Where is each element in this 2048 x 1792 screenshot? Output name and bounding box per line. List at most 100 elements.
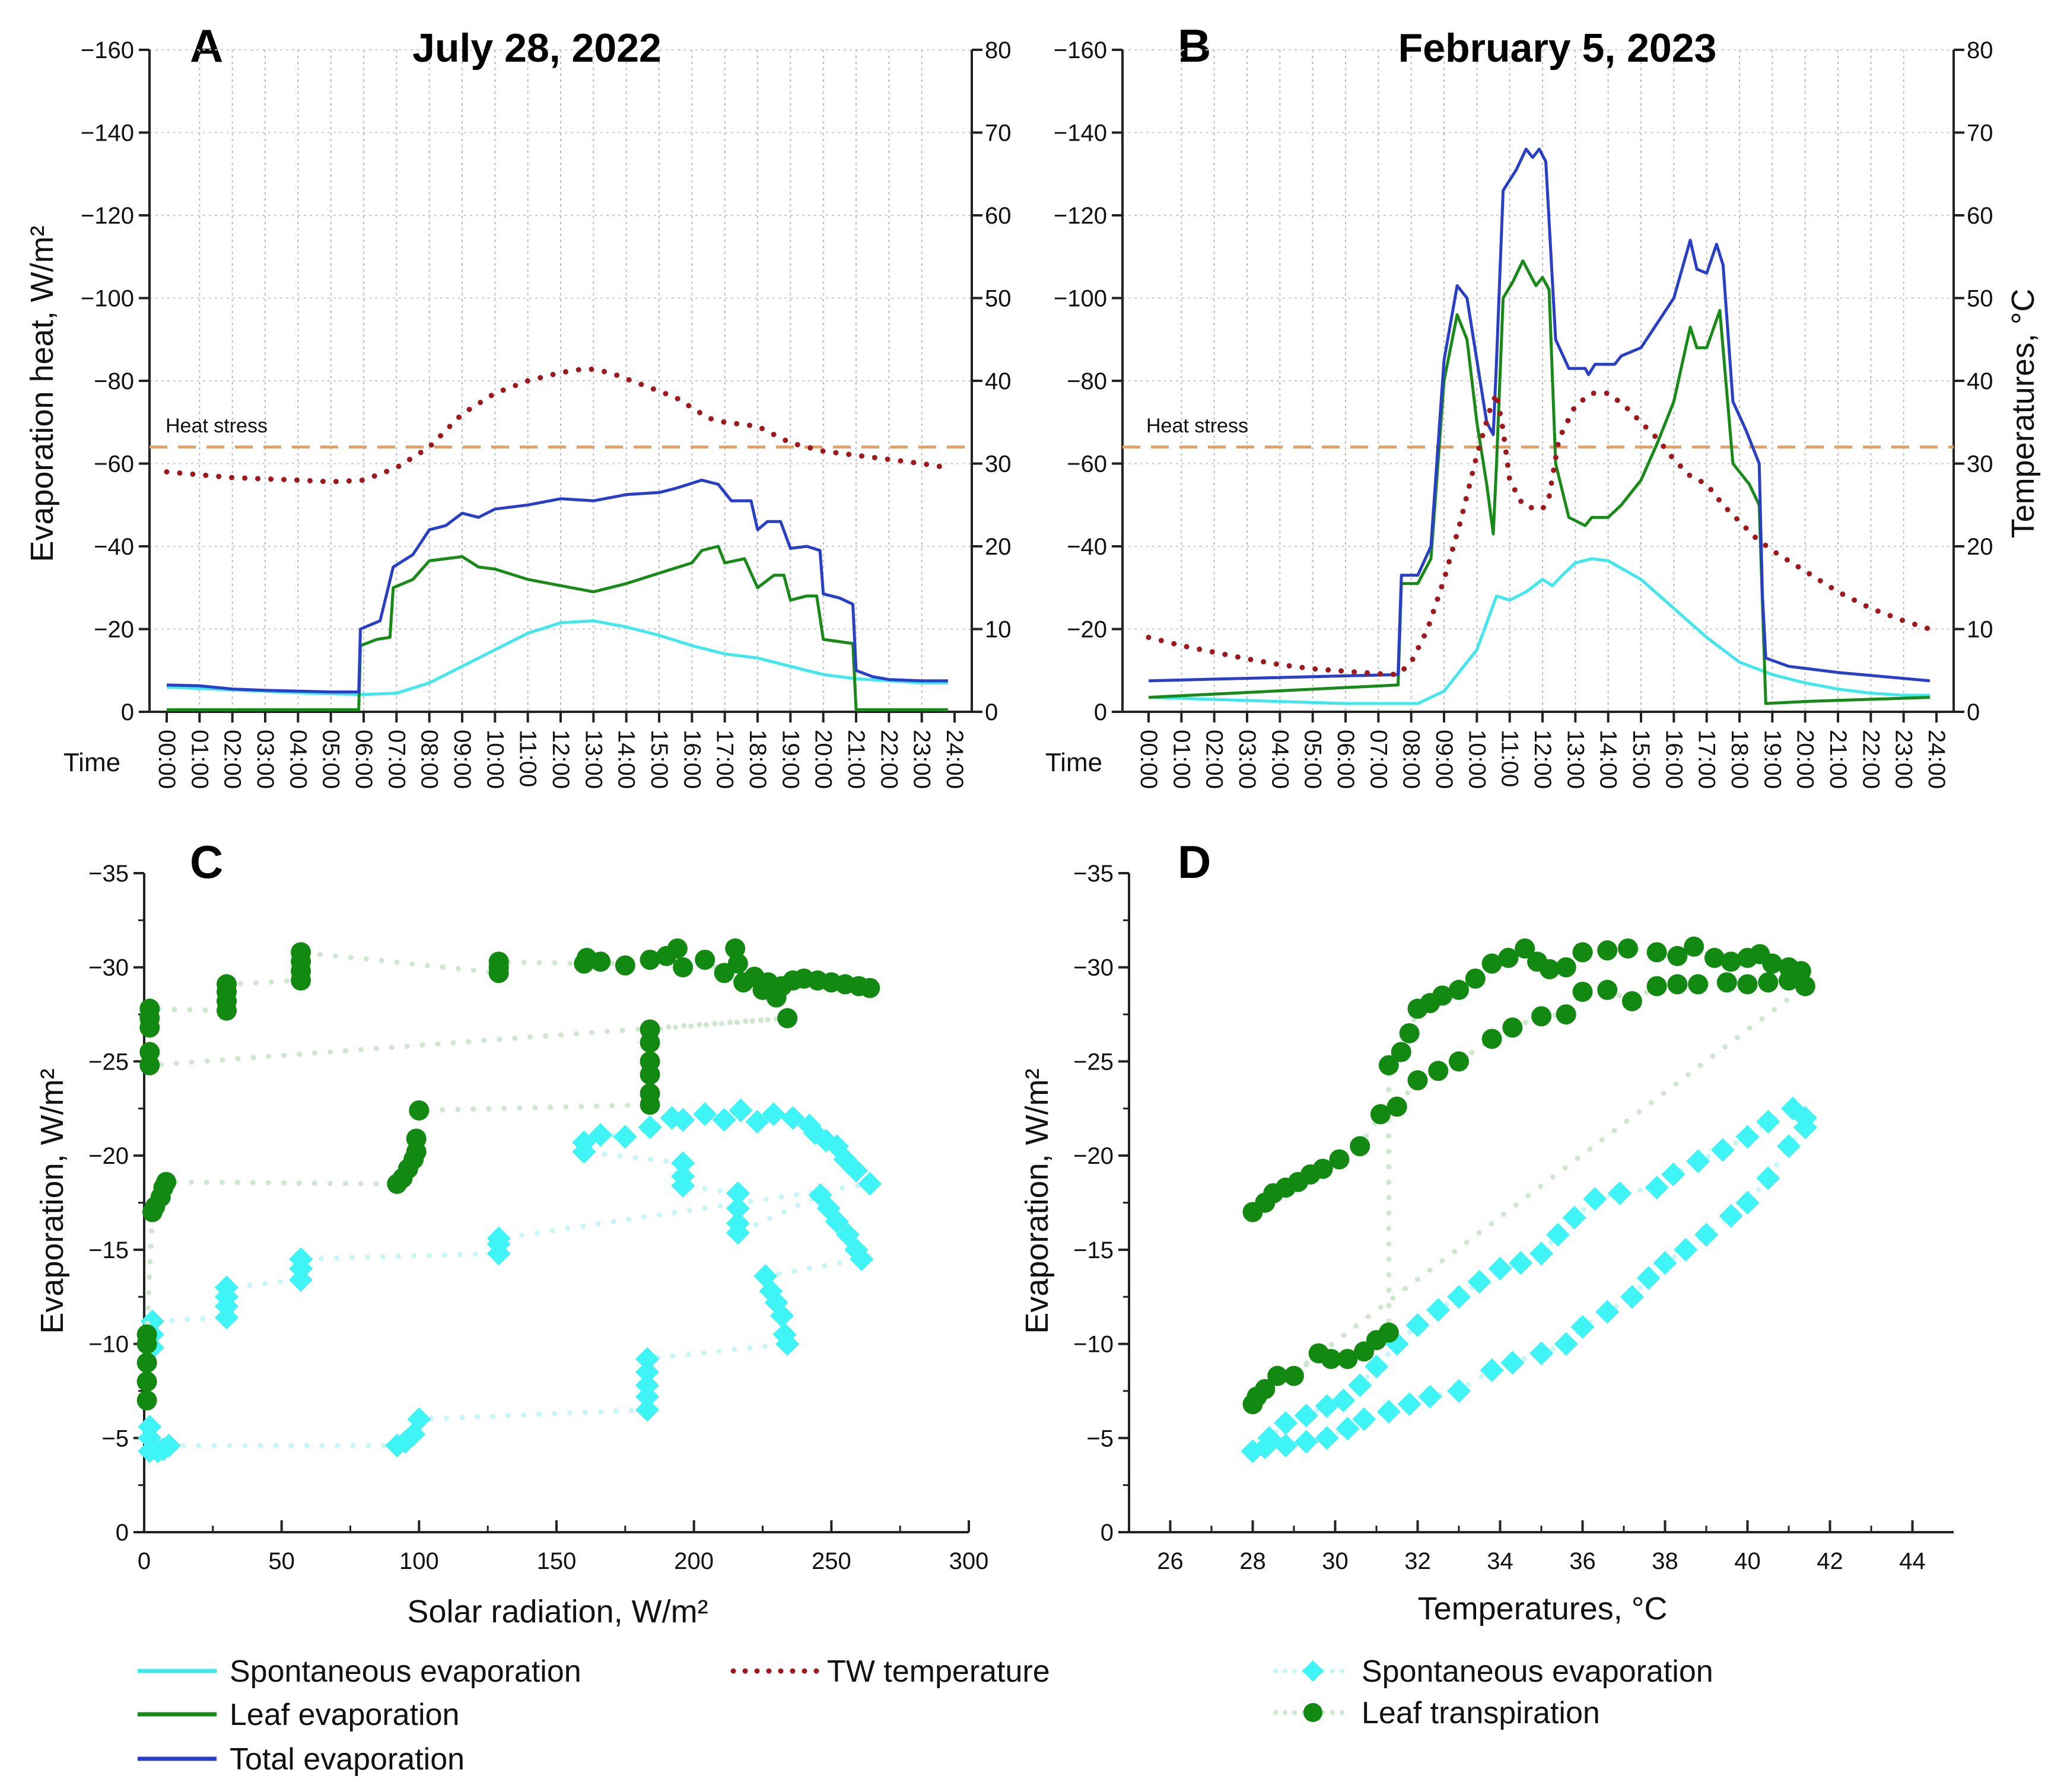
y-axis-label: Evaporation, W/m² <box>1019 1068 1055 1333</box>
point-spontaneous-evaporation <box>1352 1407 1376 1431</box>
point-leaf-transpiration <box>1481 1029 1502 1049</box>
x-tick-label: 300 <box>949 1548 989 1574</box>
x-axis-label: Solar radiation, W/m² <box>407 1594 708 1629</box>
point-spontaneous-evaporation <box>1735 1125 1760 1149</box>
y2-axis-label: Temperatures, °C <box>2005 289 2041 539</box>
point-leaf-transpiration <box>1449 979 1469 1000</box>
y2-tick-label: 30 <box>985 451 1012 478</box>
series-spontaneous-evaporation <box>1148 557 1930 705</box>
y-tick-label: −80 <box>94 368 134 394</box>
point-leaf-transpiration <box>1267 1366 1288 1386</box>
point-spontaneous-evaporation <box>781 1106 805 1130</box>
point-leaf-transpiration <box>1312 1158 1333 1179</box>
x-tick-label: 05:00 <box>318 730 344 789</box>
x-tick-label: 00:00 <box>1136 730 1162 789</box>
y-tick-label: −30 <box>1073 955 1114 981</box>
y-tick-label: −5 <box>101 1425 129 1452</box>
legend-label-scatter-spont: Spontaneous evaporation <box>1362 1654 1713 1689</box>
x-tick-label: 12:00 <box>548 730 574 789</box>
point-leaf-transpiration <box>1597 979 1618 1000</box>
x-tick-label: 12:00 <box>1529 730 1556 789</box>
x-tick-label: 09:00 <box>449 730 475 789</box>
point-leaf-transpiration <box>1329 1149 1350 1170</box>
point-leaf-transpiration <box>1255 1379 1276 1399</box>
x-tick-label: 20:00 <box>1792 730 1818 789</box>
legend-label-scatter-leaf: Leaf transpiration <box>1362 1696 1600 1730</box>
series-tw-temperature <box>164 365 951 485</box>
point-spontaneous-evaporation <box>726 1196 750 1221</box>
point-spontaneous-evaporation <box>1294 1403 1318 1428</box>
panel-letter: B <box>1178 20 1211 72</box>
point-leaf-transpiration <box>217 974 237 995</box>
y-tick-label: 0 <box>116 1520 129 1546</box>
point-spontaneous-evaporation <box>844 1158 869 1183</box>
y-tick-label: 0 <box>121 699 134 725</box>
y-tick-label: −10 <box>1073 1332 1114 1358</box>
point-leaf-transpiration <box>1556 1004 1576 1025</box>
x-tick-label: 34 <box>1487 1548 1513 1574</box>
y-tick-label: −20 <box>1073 1143 1114 1169</box>
point-spontaneous-evaporation <box>1756 1166 1780 1191</box>
y2-tick-label: 40 <box>1967 368 1993 394</box>
heat-stress-label: Heat stress <box>166 415 268 437</box>
point-leaf-transpiration <box>640 1083 660 1104</box>
x-tick-label: 11:00 <box>1497 730 1523 787</box>
y-tick-label: −25 <box>88 1049 129 1075</box>
y-tick-label: −20 <box>1067 617 1107 643</box>
point-leaf-transpiration <box>860 978 880 998</box>
x-tick-label: 26 <box>1157 1548 1184 1574</box>
point-spontaneous-evaporation <box>745 1110 769 1134</box>
point-spontaneous-evaporation <box>1653 1251 1677 1275</box>
point-leaf-transpiration <box>1646 976 1667 997</box>
x-tick-label: 11:00 <box>515 730 541 787</box>
y2-tick-label: 70 <box>985 120 1012 147</box>
legend-swatch-scatter-leaf-circle <box>1303 1703 1322 1722</box>
point-leaf-transpiration <box>695 950 715 970</box>
x-tick-label: 09:00 <box>1431 730 1457 789</box>
point-spontaneous-evaporation <box>1719 1204 1743 1228</box>
point-leaf-transpiration <box>1572 981 1593 1002</box>
point-spontaneous-evaporation <box>712 1107 736 1132</box>
point-spontaneous-evaporation <box>1397 1392 1421 1417</box>
y2-tick-label: 50 <box>985 286 1012 312</box>
point-leaf-transpiration <box>640 1051 660 1072</box>
x-axis-label: Temperatures, °C <box>1418 1591 1668 1627</box>
x-tick-label: 150 <box>537 1548 577 1574</box>
point-leaf-transpiration <box>1617 938 1638 959</box>
legend-label-total: Total evaporation <box>230 1742 465 1777</box>
point-leaf-transpiration <box>1465 968 1486 989</box>
point-spontaneous-evaporation <box>693 1102 717 1126</box>
x-tick-label: 30 <box>1322 1548 1349 1574</box>
point-leaf-transpiration <box>1284 1366 1304 1386</box>
y-axis-label: Evaporation, W/m² <box>34 1068 70 1333</box>
point-leaf-transpiration <box>139 1042 160 1062</box>
point-spontaneous-evaporation <box>638 1115 662 1140</box>
point-leaf-transpiration <box>1515 938 1535 959</box>
legend-label-tw: TW temperature <box>827 1654 1050 1689</box>
x-tick-label: 08:00 <box>416 730 443 789</box>
x-tick-label: 23:00 <box>909 730 935 789</box>
point-spontaneous-evaporation <box>1529 1341 1553 1366</box>
point-leaf-transpiration <box>136 1352 157 1373</box>
x-tick-label: 08:00 <box>1398 730 1424 789</box>
point-spontaneous-evaporation <box>1661 1162 1686 1186</box>
y-tick-label: −15 <box>88 1237 129 1263</box>
x-tick-label: 06:00 <box>1333 730 1359 789</box>
point-spontaneous-evaporation <box>671 1164 695 1189</box>
point-spontaneous-evaporation <box>1583 1187 1607 1211</box>
x-tick-label: 21:00 <box>843 730 869 789</box>
legend-label-leaf: Leaf evaporation <box>230 1698 459 1732</box>
x-tick-label: 06:00 <box>351 730 377 789</box>
point-spontaneous-evaporation <box>572 1130 596 1154</box>
y-tick-label: −20 <box>94 617 134 643</box>
point-leaf-transpiration <box>136 1324 157 1345</box>
series-total-evaporation <box>166 478 948 693</box>
x-tick-label: 19:00 <box>1759 730 1785 789</box>
x-tick-label: 17:00 <box>1694 730 1720 789</box>
x-tick-label: 28 <box>1239 1548 1266 1574</box>
point-leaf-transpiration <box>1531 1006 1551 1027</box>
point-spontaneous-evaporation <box>762 1102 786 1126</box>
point-spontaneous-evaporation <box>1376 1399 1401 1424</box>
y-tick-label: 0 <box>1094 699 1107 725</box>
x-tick-label: 38 <box>1652 1548 1678 1574</box>
